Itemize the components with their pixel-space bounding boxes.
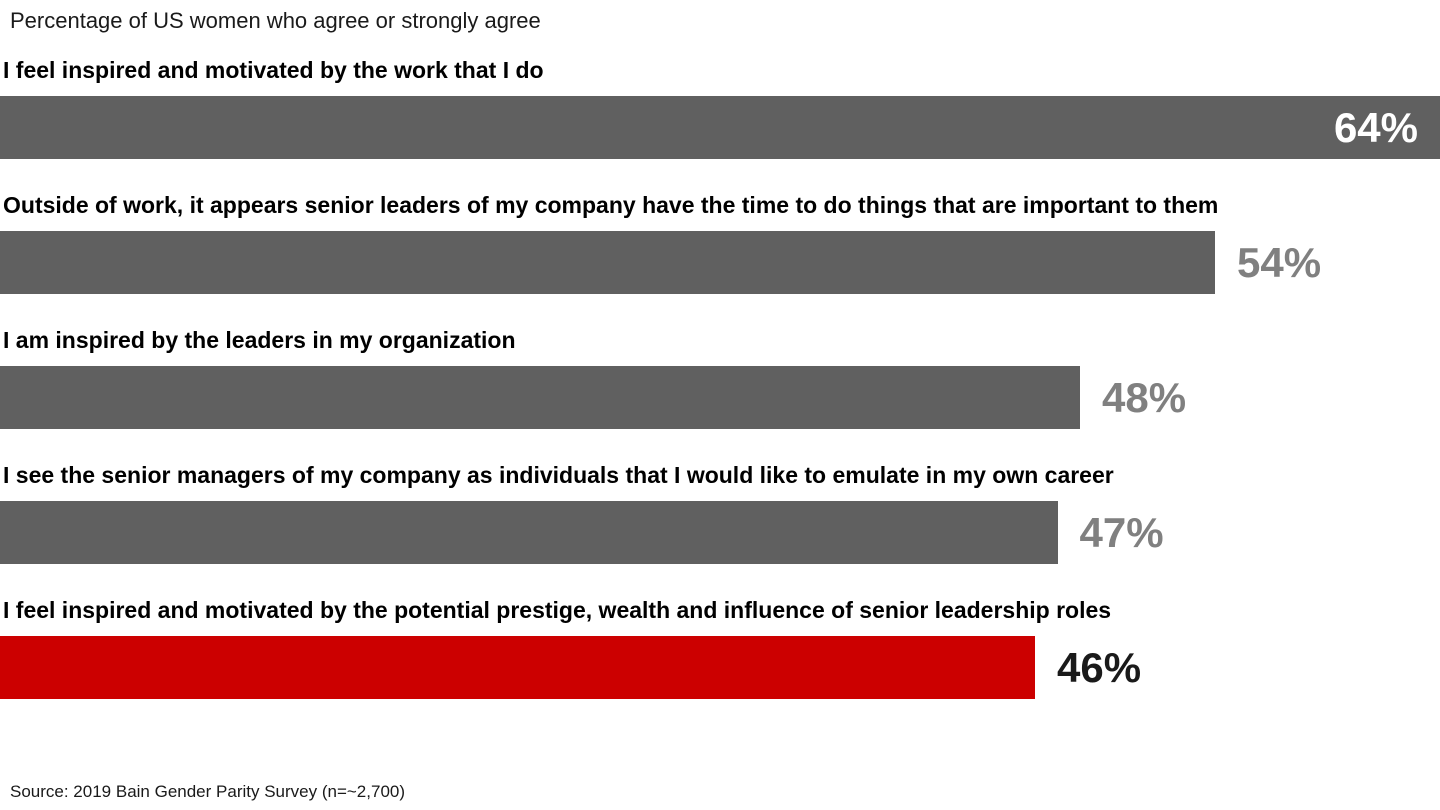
bar-category-label: I feel inspired and motivated by the pot…: [3, 597, 1112, 623]
bar: 64%: [0, 96, 1440, 159]
bar-category-label: I see the senior managers of my company …: [3, 462, 1114, 488]
bar-group: Outside of work, it appears senior leade…: [0, 192, 1440, 294]
bar-category-label: Outside of work, it appears senior leade…: [3, 192, 1219, 218]
bar-row: 46%: [0, 636, 1440, 699]
bar-group: I am inspired by the leaders in my organ…: [0, 327, 1440, 429]
bar-group: I see the senior managers of my company …: [0, 462, 1440, 564]
bar-value-label: 54%: [1237, 238, 1322, 286]
bar-value-label: 48%: [1102, 373, 1187, 421]
bar: [0, 636, 1035, 699]
bar-group: I feel inspired and motivated by the pot…: [0, 597, 1440, 699]
bar-category-label: I am inspired by the leaders in my organ…: [3, 327, 516, 353]
bar-category-label: I feel inspired and motivated by the wor…: [3, 57, 544, 83]
bar-chart: I feel inspired and motivated by the wor…: [0, 57, 1440, 699]
bar-row: 48%: [0, 366, 1440, 429]
bar-row: 47%: [0, 501, 1440, 564]
bar: [0, 366, 1080, 429]
chart-title: Percentage of US women who agree or stro…: [10, 8, 541, 33]
bar-value-label: 64%: [1333, 103, 1418, 151]
bar: [0, 231, 1215, 294]
bar-value-label: 46%: [1057, 643, 1142, 691]
bar-group: I feel inspired and motivated by the wor…: [0, 57, 1440, 159]
source-note: Source: 2019 Bain Gender Parity Survey (…: [10, 782, 406, 801]
bar: [0, 501, 1058, 564]
bar-row: 64%: [0, 96, 1440, 159]
bar-row: 54%: [0, 231, 1440, 294]
bar-value-label: 47%: [1079, 508, 1164, 556]
